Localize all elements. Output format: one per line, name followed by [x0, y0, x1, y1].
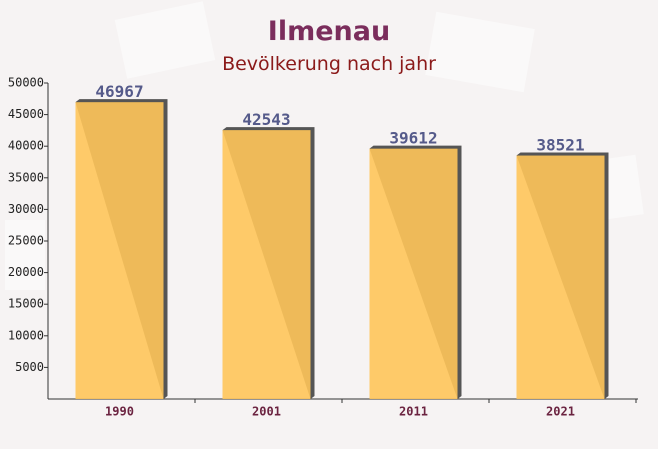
bar	[75, 102, 164, 400]
y-tick-label: 15000	[8, 297, 44, 311]
y-tick-label: 30000	[8, 202, 44, 216]
value-label: 39612	[389, 129, 437, 148]
x-tick-label: 1990	[105, 405, 134, 419]
bar	[222, 130, 311, 399]
y-tick-label: 35000	[8, 170, 44, 184]
y-tick-label: 20000	[8, 265, 44, 279]
y-tick-label: 40000	[8, 139, 44, 153]
value-label: 38521	[536, 136, 584, 155]
value-label: 42543	[242, 110, 290, 129]
y-tick-label: 10000	[8, 328, 44, 342]
value-label: 46967	[95, 82, 143, 101]
y-tick-label: 25000	[8, 234, 44, 248]
bar	[369, 148, 458, 399]
y-tick-label: 50000	[8, 76, 44, 90]
chart-subtitle: Bevölkerung nach jahr	[222, 53, 436, 75]
y-tick-label: 45000	[8, 107, 44, 121]
x-tick-label: 2021	[546, 405, 575, 419]
x-tick-label: 2001	[252, 405, 281, 419]
bar	[516, 155, 605, 399]
y-tick-label: 5000	[15, 360, 44, 374]
x-tick-label: 2011	[399, 405, 428, 419]
chart-title: Ilmenau	[268, 16, 390, 47]
